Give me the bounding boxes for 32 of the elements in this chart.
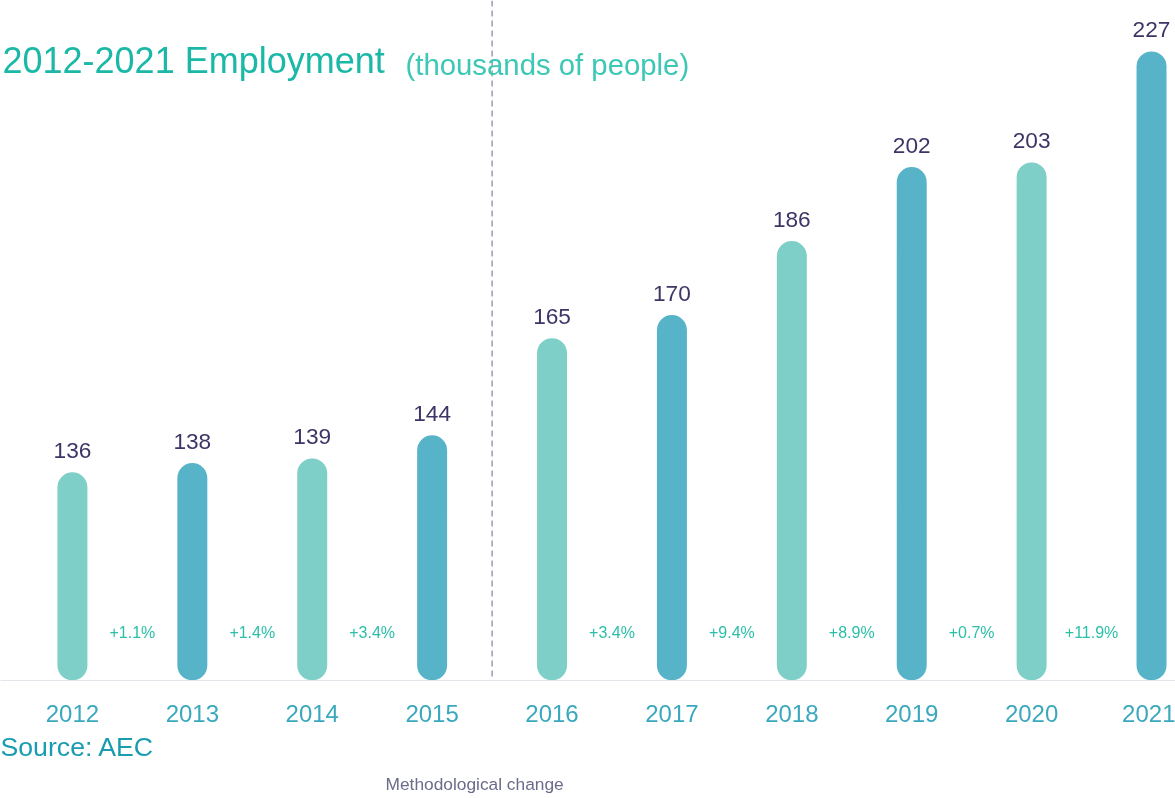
text: 2012-2021 Employment: [2, 39, 385, 81]
data-label: 139: [293, 423, 332, 450]
annotation: +0.7%: [948, 624, 995, 641]
annotation: +3.4%: [349, 624, 396, 641]
x-tick-label: 2018: [765, 699, 819, 727]
annotation: +1.1%: [109, 624, 156, 641]
x-tick-label: 2017: [645, 699, 699, 727]
x-tick-label: 2019: [885, 699, 939, 727]
x-tick-label: 2014: [285, 699, 339, 727]
annotation: +1.4%: [229, 624, 276, 641]
data-label: 165: [533, 303, 571, 330]
data-label: 227: [1132, 16, 1171, 43]
source-note: Source: AEC: [0, 731, 154, 762]
x-tick-label: 2021: [1122, 699, 1175, 727]
annotation: +8.9%: [828, 624, 875, 641]
ref-line-label: Methodological change: [385, 773, 564, 794]
text: (thousands of people): [405, 47, 690, 81]
annotation: +11.9%: [1064, 624, 1119, 641]
annotation: +3.4%: [589, 624, 635, 641]
x-tick-label: 2015: [405, 699, 459, 727]
data-label: 203: [1012, 127, 1051, 154]
x-tick-label: 2013: [165, 699, 220, 727]
annotation: +9.4%: [708, 624, 755, 641]
x-tick-label: 2020: [1004, 699, 1059, 727]
data-label: 144: [413, 400, 452, 427]
data-label: 186: [772, 206, 811, 233]
x-tick-label: 2012: [45, 699, 100, 727]
x-tick-label: 2016: [525, 699, 579, 727]
data-label: 138: [173, 428, 212, 455]
data-label: 136: [53, 437, 92, 464]
data-label: 170: [653, 280, 691, 307]
data-label: 202: [892, 132, 931, 159]
